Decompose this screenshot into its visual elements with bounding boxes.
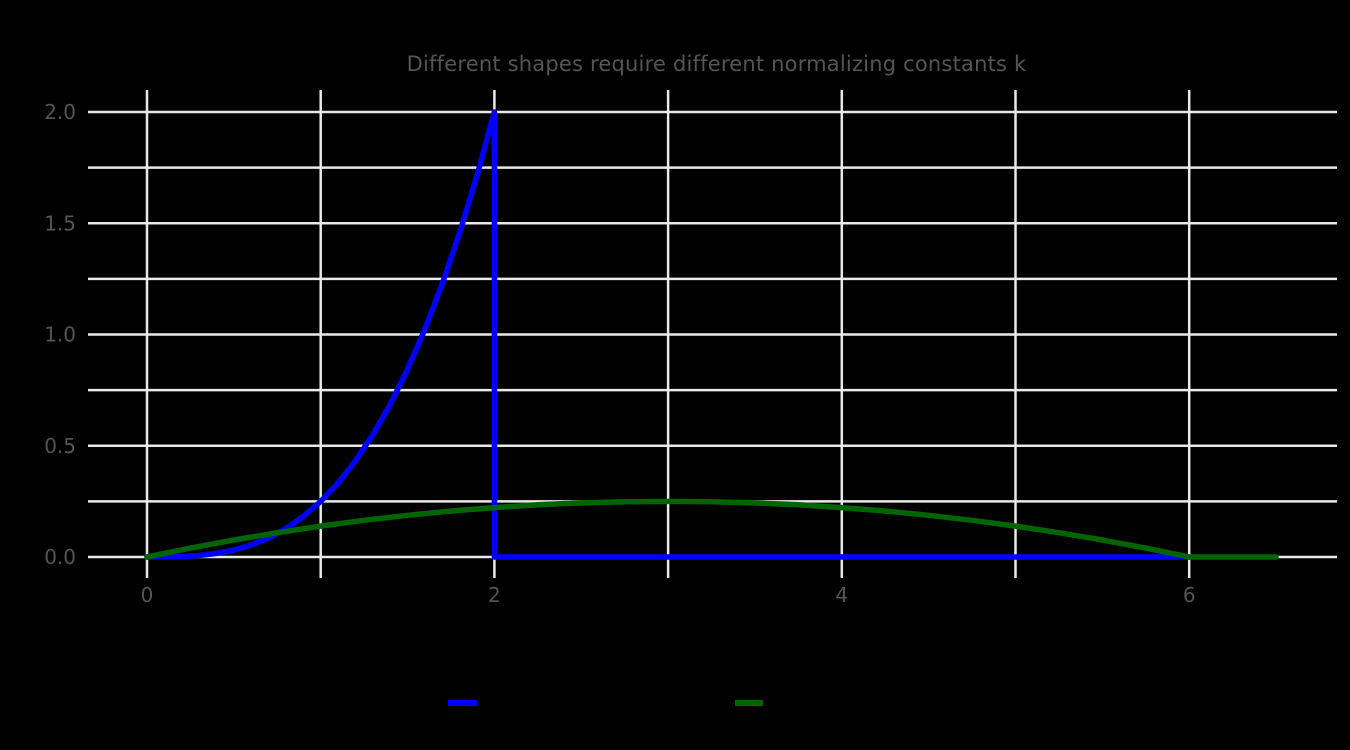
- x-tick-label: 2: [488, 583, 501, 607]
- series-line-cubic-density: [144, 109, 1192, 560]
- x-tick-label: 0: [141, 583, 154, 607]
- chart-title: Different shapes require different norma…: [406, 52, 1027, 76]
- x-axis-tick-labels: 0 2 4 6: [141, 583, 1196, 607]
- legend-swatch-blue-line: [448, 700, 477, 706]
- y-tick-label: 1.0: [44, 323, 76, 347]
- x-tick-label: 4: [835, 583, 848, 607]
- legend-item-blue: [448, 694, 728, 714]
- gridlines: [88, 90, 1337, 578]
- legend-swatch-green-line: [735, 700, 763, 706]
- x-tick-label: 6: [1183, 583, 1196, 607]
- y-axis-tick-labels: 0.0 0.5 1.0 1.5 2.0: [44, 100, 76, 569]
- y-tick-label: 0.5: [44, 434, 76, 458]
- series-line-parabola-density: [144, 498, 1279, 560]
- y-tick-label: 0.0: [44, 545, 76, 569]
- y-tick-label: 2.0: [44, 100, 76, 124]
- legend-item-green: [735, 694, 1015, 714]
- legend: [0, 694, 1350, 720]
- series-lines: [144, 109, 1279, 560]
- y-tick-label: 1.5: [44, 211, 76, 235]
